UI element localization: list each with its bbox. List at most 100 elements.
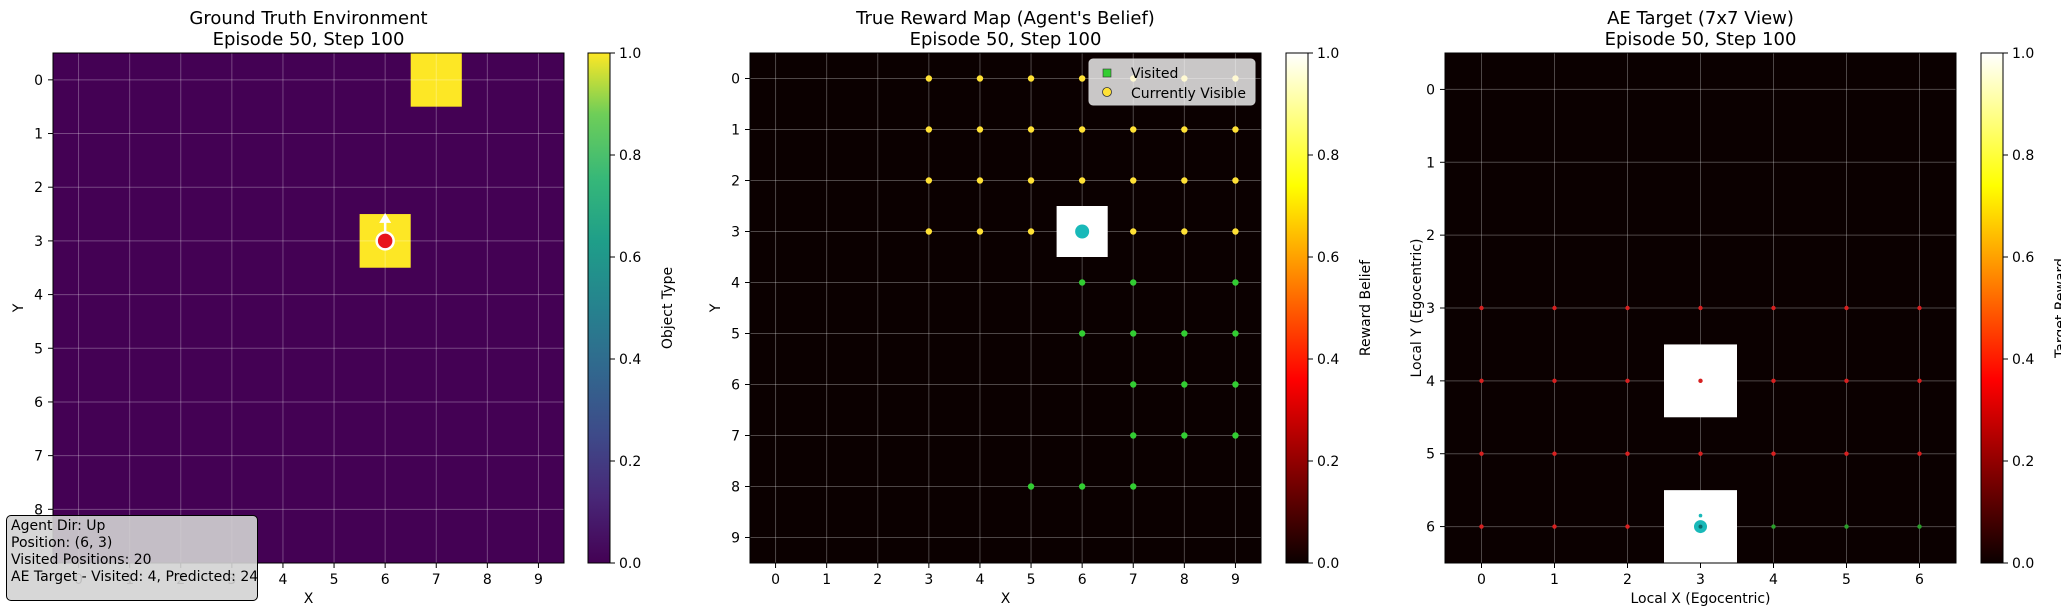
x-tick-label: 9 <box>534 572 543 588</box>
x-tick-label: 8 <box>1180 572 1189 588</box>
colorbar-label: Reward Belief <box>1358 259 1374 356</box>
y-tick-label: 3 <box>731 225 740 241</box>
chart-title: AE Target (7x7 View) <box>1607 8 1794 29</box>
visible-point <box>925 126 933 133</box>
x-tick-label: 7 <box>1129 572 1138 588</box>
visible-point <box>1078 177 1086 184</box>
y-tick-label: 3 <box>34 234 43 250</box>
x-tick-label: 7 <box>432 572 441 588</box>
x-tick-label: 5 <box>1842 572 1851 588</box>
x-tick-label: 8 <box>483 572 492 588</box>
x-tick-label: 6 <box>1915 572 1924 588</box>
visited-point <box>1130 432 1137 439</box>
visited-point <box>1130 483 1137 490</box>
visible-point <box>1232 177 1239 184</box>
visited-point <box>1917 524 1922 529</box>
y-tick-label: 2 <box>34 180 43 196</box>
visible-point <box>1130 177 1137 184</box>
reward-point <box>1698 451 1703 456</box>
panel-ae-target: AE Target (7x7 View)Episode 50, Step 100… <box>1409 8 2061 607</box>
y-tick-label: 6 <box>1426 520 1435 536</box>
reward-point <box>1844 378 1849 384</box>
visited-point <box>1078 279 1086 286</box>
y-tick-label: 5 <box>1426 447 1435 463</box>
reward-point <box>1771 378 1776 384</box>
y-axis-label: Local Y (Egocentric) <box>1409 239 1425 378</box>
y-tick-label: 8 <box>731 480 740 496</box>
visible-point <box>925 228 933 235</box>
visited-point <box>1078 330 1086 337</box>
y-tick-label: 1 <box>1426 155 1435 171</box>
y-tick-label: 1 <box>34 127 43 143</box>
colorbar-label: Object Type <box>660 267 676 349</box>
y-tick-label: 1 <box>731 123 740 139</box>
visited-point <box>1130 279 1137 286</box>
legend-box <box>1088 58 1256 106</box>
colorbar-tick-label: 0.8 <box>1317 148 1339 164</box>
chart-title: Ground Truth Environment <box>189 8 427 29</box>
x-axis-label: Local X (Egocentric) <box>1630 591 1770 607</box>
reward-point <box>1625 451 1630 456</box>
colorbar-tick-label: 1.0 <box>619 46 641 62</box>
panel-reward-map: True Reward Map (Agent's Belief)Episode … <box>708 8 1374 607</box>
y-axis-label: Y <box>11 303 27 313</box>
y-tick-label: 4 <box>1426 374 1435 390</box>
colorbar-tick-label: 0.2 <box>619 454 641 470</box>
heatmap-background <box>750 53 1261 563</box>
axes-frame <box>749 52 1262 564</box>
reward-point <box>1552 451 1557 456</box>
reward-point <box>1552 378 1557 384</box>
colorbar-tick-label: 1.0 <box>1317 46 1339 62</box>
colorbar-tick-label: 0.0 <box>1317 556 1339 572</box>
y-tick-label: 2 <box>731 174 740 190</box>
reward-point <box>1625 524 1630 529</box>
colorbar-tick-label: 0.0 <box>619 556 641 572</box>
visible-point <box>976 228 984 235</box>
colorbar-tick-label: 0.0 <box>2012 556 2034 572</box>
x-tick-label: 4 <box>975 572 984 588</box>
reward-point <box>1917 451 1922 456</box>
visible-point <box>1130 228 1137 235</box>
y-tick-label: 6 <box>731 378 740 394</box>
x-tick-label: 6 <box>381 572 390 588</box>
x-tick-label: 2 <box>873 572 882 588</box>
reward-point <box>1917 305 1922 311</box>
visited-point <box>1232 279 1239 286</box>
reward-point <box>1698 378 1703 384</box>
x-tick-label: 1 <box>1550 572 1559 588</box>
visited-point <box>1027 483 1035 490</box>
x-tick-label: 5 <box>1027 572 1036 588</box>
visited-point <box>1181 330 1188 337</box>
visible-point <box>1232 228 1239 235</box>
position-text: Position: (6, 3) <box>11 535 113 551</box>
heatmap-background <box>53 53 564 563</box>
y-tick-label: 9 <box>731 531 740 547</box>
chart-subtitle: Episode 50, Step 100 <box>910 29 1102 50</box>
y-tick-label: 6 <box>34 395 43 411</box>
x-tick-label: 0 <box>771 572 780 588</box>
reward-point <box>1552 524 1557 529</box>
visible-point <box>1078 75 1086 82</box>
ae-target-text: AE Target - Visited: 4, Predicted: 24 <box>11 569 259 585</box>
legend-visible-marker <box>1102 87 1112 97</box>
y-tick-label: 5 <box>731 327 740 343</box>
visible-point <box>1181 228 1188 235</box>
colorbar-label: Target Reward <box>2053 258 2061 359</box>
y-axis-label: Y <box>708 303 724 313</box>
y-tick-label: 8 <box>34 502 43 518</box>
visited-point <box>1181 432 1188 439</box>
x-tick-label: 0 <box>1477 572 1486 588</box>
reward-point <box>1625 378 1630 384</box>
agent-marker <box>375 231 395 251</box>
reward-point <box>1552 305 1557 311</box>
visited-point <box>1078 483 1086 490</box>
y-tick-label: 0 <box>1426 82 1435 98</box>
x-tick-label: 3 <box>1696 572 1705 588</box>
colorbar-tick-label: 0.8 <box>2012 148 2034 164</box>
reward-point <box>1844 451 1849 456</box>
x-tick-label: 2 <box>1623 572 1632 588</box>
reward-point <box>1917 378 1922 384</box>
agent-dir-text: Agent Dir: Up <box>11 518 106 534</box>
